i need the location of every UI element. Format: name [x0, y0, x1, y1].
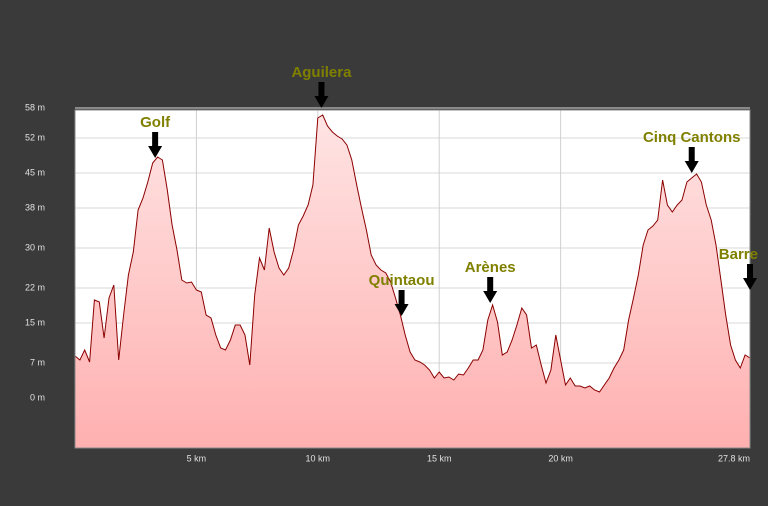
annotation-label: Quintaou	[369, 272, 435, 289]
y-tick-label: 52 m	[25, 132, 45, 142]
annotation-label: Aguilera	[291, 64, 352, 81]
annotation-label: Arènes	[465, 259, 516, 276]
annotation-arrow	[394, 290, 409, 316]
y-tick-label: 58 m	[25, 102, 45, 112]
area-fill	[75, 115, 750, 448]
annotation-arrow	[148, 132, 163, 158]
x-tick-label: 27.8 km	[718, 453, 750, 463]
annotation-arrow	[684, 147, 699, 173]
annotation-label: Cinq Cantons	[643, 129, 741, 146]
x-tick-label: 5 km	[187, 453, 207, 463]
x-tick-label: 15 km	[427, 453, 452, 463]
x-tick-label: 10 km	[306, 453, 331, 463]
x-tick-label: 20 km	[548, 453, 573, 463]
y-tick-label: 45 m	[25, 167, 45, 177]
annotation-label: Barre	[719, 246, 758, 263]
annotation-arrow	[314, 82, 329, 108]
y-tick-label: 30 m	[25, 242, 45, 252]
y-tick-label: 0 m	[30, 392, 45, 402]
y-tick-label: 15 m	[25, 317, 45, 327]
annotation-label: Golf	[140, 114, 171, 131]
y-tick-label: 38 m	[25, 202, 45, 212]
elevation-line	[74, 114, 751, 393]
y-tick-label: 7 m	[30, 357, 45, 367]
y-tick-label: 22 m	[25, 282, 45, 292]
annotation-arrow	[743, 264, 757, 290]
annotation-arrow	[483, 277, 498, 303]
